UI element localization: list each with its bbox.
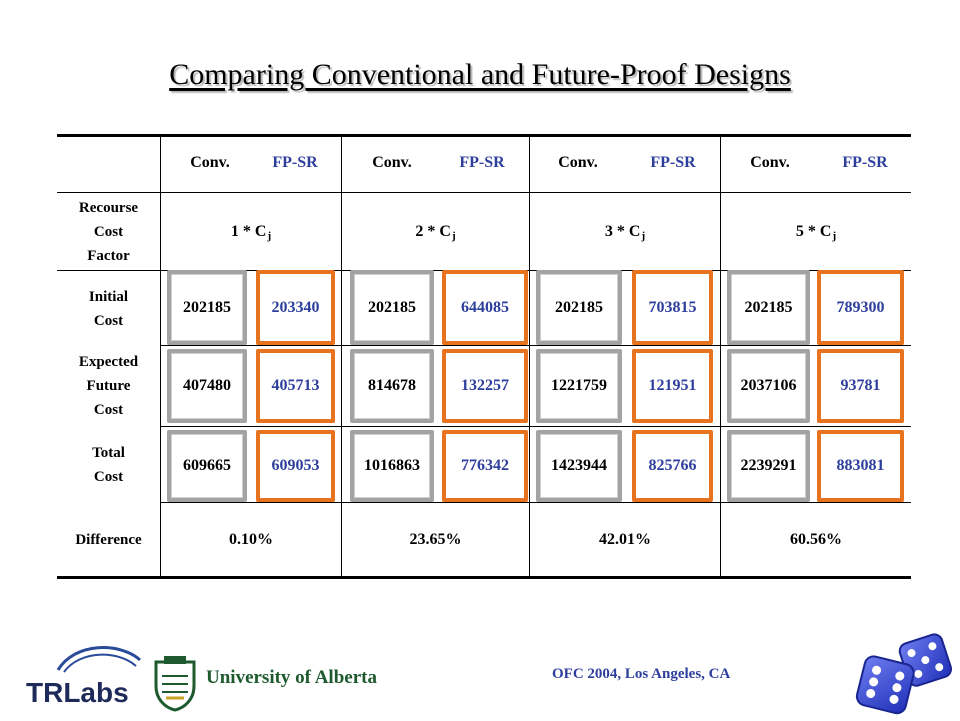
fpsr-highlight-box xyxy=(632,270,713,345)
conv-highlight-box xyxy=(350,270,434,345)
conv-highlight-box xyxy=(350,430,434,502)
trlabs-logo-text: TRLabs xyxy=(26,677,129,708)
initial-cost-fpsr: 644085 xyxy=(461,298,509,316)
initial-cost-conv: 202185 xyxy=(183,298,231,316)
expected-cost-conv: 1221759 xyxy=(551,377,607,394)
initial-cost-conv: 202185 xyxy=(744,298,793,316)
row-divider xyxy=(160,426,911,427)
table-bottom-border xyxy=(57,576,911,579)
header-fpsr: FP-SR xyxy=(459,154,505,171)
conv-highlight-box xyxy=(727,430,810,502)
total-cost-conv: 2239291 xyxy=(740,457,797,474)
column-divider xyxy=(720,137,721,576)
conv-highlight-box xyxy=(536,430,622,502)
row-label-recourse-cost-factor: Recourse Cost Factor xyxy=(78,200,139,264)
total-cost-fpsr: 825766 xyxy=(648,457,697,474)
column-divider xyxy=(160,137,161,576)
initial-cost-fpsr: 789300 xyxy=(836,298,885,316)
column-divider xyxy=(529,137,530,576)
fpsr-highlight-box xyxy=(442,430,528,502)
fpsr-highlight-box xyxy=(442,270,528,345)
conv-highlight-box xyxy=(727,270,810,345)
difference-value: 23.65% xyxy=(409,530,462,548)
trlabs-arc-icon: TRLabs xyxy=(26,646,142,708)
row-label-initial-cost: Initial Cost xyxy=(88,288,129,329)
header-fpsr: FP-SR xyxy=(842,154,888,171)
conv-highlight-box xyxy=(727,349,810,423)
table-top-border xyxy=(57,134,911,137)
expected-cost-fpsr: 93781 xyxy=(840,377,881,394)
column-divider xyxy=(341,137,342,576)
total-cost-fpsr: 776342 xyxy=(461,457,509,474)
expected-cost-conv: 2037106 xyxy=(740,377,797,394)
initial-cost-conv: 202185 xyxy=(368,298,416,316)
conv-highlight-box xyxy=(167,349,247,423)
conference-label: OFC 2004, Los Angeles, CA xyxy=(552,666,731,682)
header-fpsr: FP-SR xyxy=(650,154,696,171)
fpsr-highlight-box xyxy=(817,270,904,345)
fpsr-highlight-box xyxy=(632,349,713,423)
trlabs-logo: TRLabs xyxy=(20,640,150,710)
dice-icon xyxy=(852,628,956,716)
university-crest-icon xyxy=(152,656,198,712)
header-conv: Conv. xyxy=(750,154,790,171)
expected-cost-fpsr: 121951 xyxy=(648,377,697,394)
row-divider xyxy=(160,502,911,503)
expected-cost-fpsr: 405713 xyxy=(271,377,320,394)
conv-highlight-box xyxy=(536,270,622,345)
header-conv: Conv. xyxy=(372,154,412,171)
conv-highlight-box xyxy=(167,430,247,502)
header-conv: Conv. xyxy=(190,154,230,171)
expected-cost-conv: 407480 xyxy=(183,377,231,394)
header-conv: Conv. xyxy=(558,154,598,171)
fpsr-highlight-box xyxy=(256,349,335,423)
conv-highlight-box xyxy=(536,349,622,423)
total-cost-fpsr: 883081 xyxy=(836,457,885,474)
initial-cost-fpsr: 703815 xyxy=(648,298,697,316)
fpsr-highlight-box xyxy=(817,430,904,502)
total-cost-conv: 1423944 xyxy=(551,457,607,474)
difference-value: 60.56% xyxy=(790,530,842,548)
row-label-expected-future-cost: Expected Future Cost xyxy=(78,354,139,418)
header-fpsr: FP-SR xyxy=(272,154,318,171)
fpsr-highlight-box xyxy=(256,430,335,502)
total-cost-conv: 1016863 xyxy=(364,457,420,474)
expected-cost-conv: 814678 xyxy=(368,377,416,394)
conv-highlight-box xyxy=(350,349,434,423)
fpsr-highlight-box xyxy=(632,430,713,502)
row-divider xyxy=(160,345,911,346)
fpsr-highlight-box xyxy=(256,270,335,345)
initial-cost-conv: 202185 xyxy=(555,298,603,316)
row-divider xyxy=(57,192,911,193)
total-cost-conv: 609665 xyxy=(183,457,231,474)
page-title: Comparing Conventional and Future-Proof … xyxy=(169,58,791,91)
difference-value: 0.10% xyxy=(229,530,273,548)
difference-value: 42.01% xyxy=(599,530,651,548)
university-name: University of Alberta xyxy=(206,667,377,688)
initial-cost-fpsr: 203340 xyxy=(271,298,320,316)
row-label-total-cost: Total Cost xyxy=(92,444,125,485)
fpsr-highlight-box xyxy=(442,349,528,423)
fpsr-highlight-box xyxy=(817,349,904,423)
expected-cost-fpsr: 132257 xyxy=(461,377,509,394)
conv-highlight-box xyxy=(167,270,247,345)
total-cost-fpsr: 609053 xyxy=(271,457,320,474)
row-label-difference: Difference xyxy=(75,531,142,548)
